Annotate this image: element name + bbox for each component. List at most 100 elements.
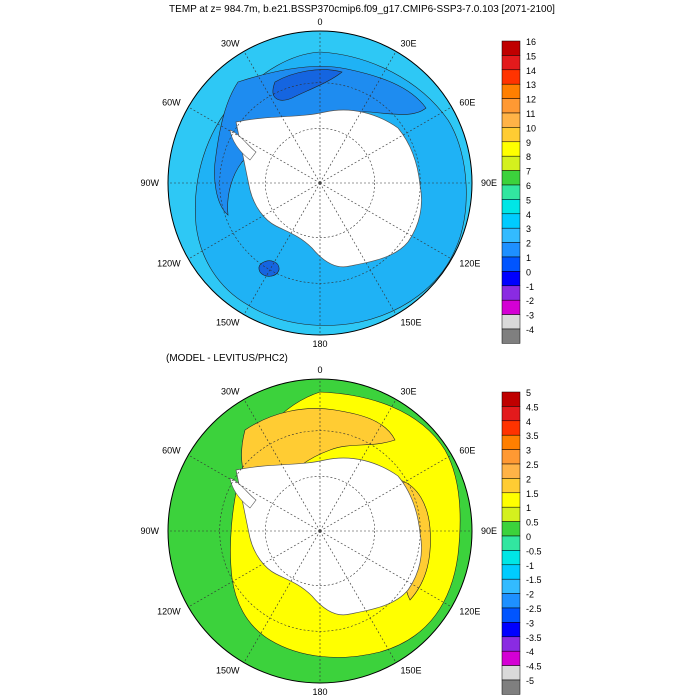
bottom-colorbar-label-10: 0 <box>526 532 531 542</box>
bottom-meridian-5 <box>319 530 397 663</box>
bottom-colorbar-swatch-11 <box>501 550 521 566</box>
bottom-colorbar-swatch-10 <box>501 535 521 551</box>
bottom-meridian-10 <box>188 454 321 532</box>
top-colorbar-swatch-20 <box>501 328 521 344</box>
top-lon-label-6: 180 <box>312 339 327 349</box>
bottom-colorbar-swatch-6 <box>501 478 521 494</box>
top-colorbar-label-1: 15 <box>526 51 536 61</box>
top-colorbar-label-12: 4 <box>526 210 531 220</box>
top-colorbar-label-20: -4 <box>526 325 534 335</box>
top-meridian-2 <box>319 106 452 184</box>
bottom-lon-label-3: 90E <box>481 526 497 536</box>
top-colorbar-label-11: 5 <box>526 195 531 205</box>
top-lon-label-3: 90E <box>481 178 497 188</box>
bottom-colorbar-swatch-12 <box>501 564 521 580</box>
top-colorbar-label-10: 6 <box>526 181 531 191</box>
top-lon-label-5: 150E <box>401 317 422 327</box>
bottom-colorbar-swatch-9 <box>501 521 521 537</box>
bottom-colorbar-label-0: 5 <box>526 388 531 398</box>
top-lon-label-11: 30W <box>221 39 240 49</box>
bottom-colorbar-swatch-2 <box>501 420 521 436</box>
top-colorbar-label-3: 13 <box>526 80 536 90</box>
bottom-lon-label-8: 120W <box>157 607 181 617</box>
bottom-colorbar-swatch-0 <box>501 391 521 407</box>
top-colorbar-swatch-6 <box>501 127 521 143</box>
top-antarctic-peninsula <box>229 129 257 161</box>
bottom-colorbar-label-5: 2.5 <box>526 460 539 470</box>
bottom-colorbar: 5 4.5 4 3.5 3 2.5 2 1.5 1 0.5 0 -0.5 -1 -1.5 -2 -2.5 -3 -… <box>501 388 542 695</box>
bottom-colorbar-swatch-4 <box>501 449 521 465</box>
bottom-colorbar-label-18: -4 <box>526 647 534 657</box>
bottom-lon-label-7: 150W <box>216 665 240 675</box>
bottom-colorbar-swatch-20 <box>501 679 521 695</box>
bottom-longitude-labels: 0 30E 60E 90E 120E 150E 180 150W 120W 90W 60W 30W <box>140 365 497 697</box>
top-lon-label-4: 120E <box>459 259 480 269</box>
top-colorbar-label-16: 0 <box>526 267 531 277</box>
bottom-colorbar-label-20: -5 <box>526 676 534 686</box>
bottom-colorbar-swatch-17 <box>501 636 521 652</box>
top-colorbar-swatch-12 <box>501 213 521 229</box>
bottom-lon-label-11: 30W <box>221 387 240 397</box>
bottom-lon-label-5: 150E <box>401 665 422 675</box>
bottom-colorbar-swatch-3 <box>501 434 521 450</box>
bottom-colorbar-label-9: 0.5 <box>526 518 539 528</box>
top-meridian-1 <box>319 51 397 184</box>
bottom-colorbar-swatch-7 <box>501 492 521 508</box>
bottom-colorbar-label-8: 1 <box>526 503 531 513</box>
bottom-map-border <box>167 378 473 684</box>
bottom-lon-label-9: 90W <box>140 526 159 536</box>
top-colorbar-swatch-5 <box>501 112 521 128</box>
top-colorbar-label-13: 3 <box>526 224 531 234</box>
top-colorbar-label-0: 16 <box>526 37 536 47</box>
top-lon-label-2: 60E <box>459 98 475 108</box>
top-ocean-core-3 <box>258 260 280 277</box>
bottom-meridian-11 <box>243 399 321 532</box>
top-colorbar-swatch-1 <box>501 55 521 71</box>
top-colorbar-swatch-16 <box>501 271 521 287</box>
bottom-colorbar-swatch-18 <box>501 650 521 666</box>
top-colorbar-label-2: 14 <box>526 66 536 76</box>
bottom-colorbar-label-15: -2.5 <box>526 604 542 614</box>
top-ocean-core-2 <box>272 69 343 101</box>
top-colorbar-label-8: 8 <box>526 152 531 162</box>
top-colorbar-label-7: 9 <box>526 138 531 148</box>
bottom-colorbar-label-14: -2 <box>526 590 534 600</box>
top-meridian-11 <box>243 51 321 184</box>
bottom-colorbar-swatch-19 <box>501 665 521 681</box>
bottom-latitude-circle-0 <box>264 475 375 586</box>
bottom-colorbar-label-19: -4.5 <box>526 662 542 672</box>
top-colorbar-swatch-4 <box>501 98 521 114</box>
top-colorbar-label-9: 7 <box>526 167 531 177</box>
top-colorbar-swatch-7 <box>501 141 521 157</box>
top-map: 0 30E 60E 90E 120E 150E 180 150W 120W 90W 60W 30W <box>140 17 497 349</box>
bottom-antarctica <box>235 457 422 616</box>
bottom-colorbar-label-13: -1.5 <box>526 575 542 585</box>
bottom-graticule <box>168 379 472 683</box>
bottom-lon-label-0: 0 <box>317 365 322 375</box>
bottom-lon-label-10: 60W <box>162 446 181 456</box>
top-colorbar-swatch-19 <box>501 314 521 330</box>
bottom-colorbar-label-1: 4.5 <box>526 402 539 412</box>
bottom-colorbar-label-6: 2 <box>526 474 531 484</box>
top-colorbar-swatch-9 <box>501 170 521 186</box>
bottom-colorbar-swatch-14 <box>501 593 521 609</box>
top-map-border <box>167 30 473 336</box>
top-meridian-4 <box>319 182 452 260</box>
top-lon-label-10: 60W <box>162 98 181 108</box>
top-colorbar-swatch-0 <box>501 40 521 56</box>
top-colorbar-swatch-10 <box>501 184 521 200</box>
bottom-meridian-4 <box>319 530 452 608</box>
top-colorbar-label-6: 10 <box>526 123 536 133</box>
bottom-colorbar-label-16: -3 <box>526 618 534 628</box>
top-meridian-7 <box>243 182 321 315</box>
bottom-colorbar-swatch-5 <box>501 463 521 479</box>
top-colorbar-swatch-17 <box>501 285 521 301</box>
top-meridian-8 <box>188 182 321 260</box>
bottom-colorbar-swatch-8 <box>501 506 521 522</box>
top-lon-label-7: 150W <box>216 317 240 327</box>
top-lon-label-8: 120W <box>157 259 181 269</box>
bottom-lon-label-1: 30E <box>401 387 417 397</box>
bottom-meridian-1 <box>319 399 397 532</box>
top-colorbar-swatch-11 <box>501 199 521 215</box>
